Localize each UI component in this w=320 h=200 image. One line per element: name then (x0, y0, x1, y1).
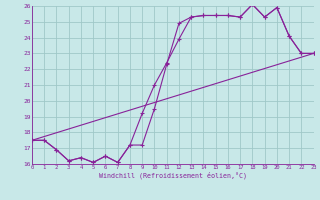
X-axis label: Windchill (Refroidissement éolien,°C): Windchill (Refroidissement éolien,°C) (99, 172, 247, 179)
